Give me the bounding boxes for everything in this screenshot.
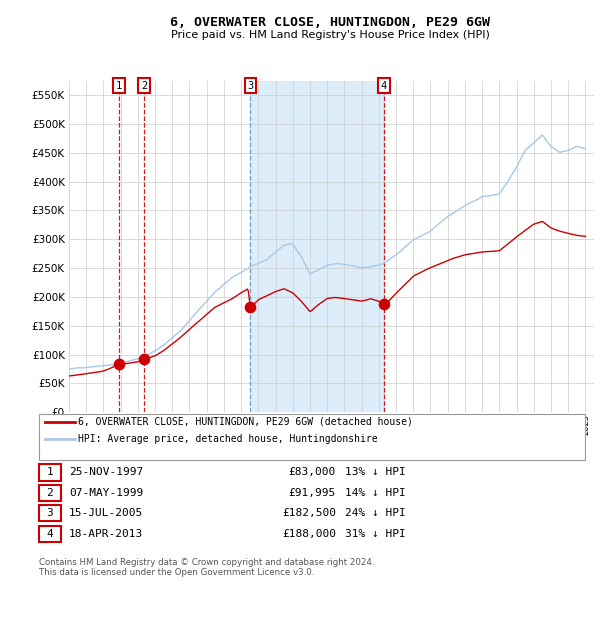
Text: 6, OVERWATER CLOSE, HUNTINGDON, PE29 6GW: 6, OVERWATER CLOSE, HUNTINGDON, PE29 6GW [170,16,490,29]
Text: 2: 2 [46,488,53,498]
Text: 14% ↓ HPI: 14% ↓ HPI [345,488,406,498]
Text: £182,500: £182,500 [282,508,336,518]
Text: 1: 1 [116,81,122,91]
Point [114,360,124,370]
Text: 3: 3 [46,508,53,518]
Point [245,302,255,312]
Text: 31% ↓ HPI: 31% ↓ HPI [345,529,406,539]
Text: 13% ↓ HPI: 13% ↓ HPI [345,467,406,477]
Text: 18-APR-2013: 18-APR-2013 [69,529,143,539]
Point [139,354,149,364]
Text: 4: 4 [381,81,387,91]
Text: 1: 1 [46,467,53,477]
Text: 15-JUL-2005: 15-JUL-2005 [69,508,143,518]
Text: 6, OVERWATER CLOSE, HUNTINGDON, PE29 6GW (detached house): 6, OVERWATER CLOSE, HUNTINGDON, PE29 6GW… [78,417,413,427]
Text: £188,000: £188,000 [282,529,336,539]
Bar [250,81,384,412]
Point [379,299,389,309]
Text: Price paid vs. HM Land Registry's House Price Index (HPI): Price paid vs. HM Land Registry's House … [170,30,490,40]
Text: 24% ↓ HPI: 24% ↓ HPI [345,508,406,518]
Text: Contains HM Land Registry data © Crown copyright and database right 2024.
This d: Contains HM Land Registry data © Crown c… [39,558,374,577]
Text: HPI: Average price, detached house, Huntingdonshire: HPI: Average price, detached house, Hunt… [78,434,377,444]
Text: 07-MAY-1999: 07-MAY-1999 [69,488,143,498]
Text: £83,000: £83,000 [289,467,336,477]
Text: 3: 3 [247,81,254,91]
Text: £91,995: £91,995 [289,488,336,498]
Text: 25-NOV-1997: 25-NOV-1997 [69,467,143,477]
Text: 2: 2 [141,81,147,91]
Text: 4: 4 [46,529,53,539]
